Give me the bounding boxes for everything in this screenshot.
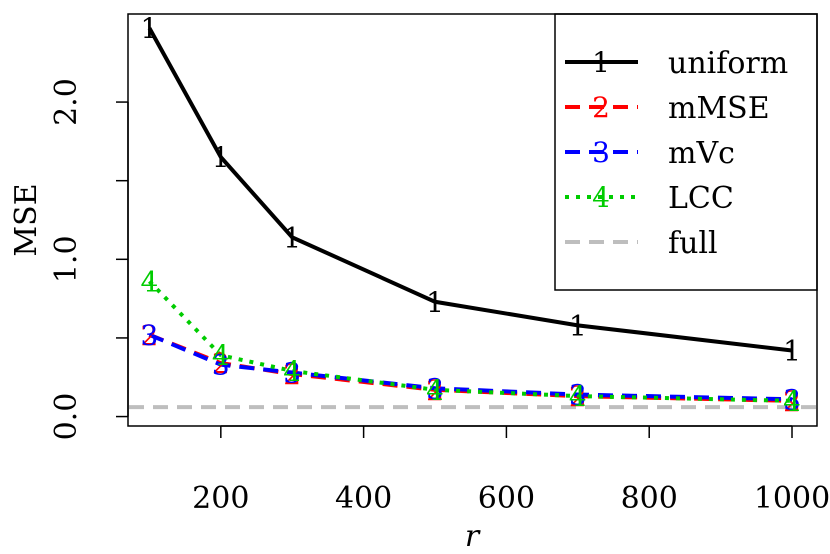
data-marker-LCC: 4 [569,380,587,413]
data-marker-mVc: 3 [569,379,587,412]
data-marker-LCC: 4 [283,355,301,388]
legend-label-mMSE: mMSE [668,91,770,126]
y-tick-label: 0.0 [49,393,84,441]
data-marker-mMSE: 2 [283,358,301,391]
legend-marker-LCC: 4 [592,181,610,214]
data-marker-LCC: 4 [783,385,801,418]
x-tick-label: 400 [335,481,392,516]
series-line-LCC [147,279,793,403]
x-tick-label: 200 [192,481,249,516]
legend-marker-mVc: 3 [592,136,610,169]
data-marker-LCC: 4 [141,265,159,298]
data-marker-mVc: 3 [283,357,301,390]
legend-marker-uniform: 1 [592,46,610,79]
legend: 1 uniform 2 mMSE 3 mVc 4 LCC full [554,13,818,291]
data-marker-uniform: 1 [212,141,230,174]
x-axis-label: r [465,519,481,554]
legend-box [554,13,818,291]
y-axis-label: MSE [9,183,44,256]
data-marker-uniform: 1 [426,286,444,319]
data-marker-mMSE: 2 [569,380,587,413]
data-marker-mMSE: 2 [212,347,230,380]
x-tick-label: 1000 [754,481,830,516]
data-marker-LCC: 4 [212,339,230,372]
data-marker-uniform: 1 [783,335,801,368]
data-marker-mVc: 3 [426,372,444,405]
data-marker-mMSE: 2 [141,319,159,352]
data-marker-uniform: 1 [569,309,587,342]
data-marker-uniform: 1 [141,12,159,45]
axes: 200 400 600 800 1000 0.0 1.0 2.0 [49,78,830,516]
data-marker-mMSE: 2 [783,385,801,418]
y-tick-label: 1.0 [49,235,84,283]
data-marker-mVc: 3 [783,383,801,416]
data-marker-LCC: 4 [426,374,444,407]
series-line-mVc [148,332,793,402]
series-line-uniform [147,27,793,353]
y-tick-label: 2.0 [49,78,84,126]
legend-label-LCC: LCC [668,181,734,216]
x-tick-label: 600 [478,481,535,516]
legend-label-mVc: mVc [668,136,735,171]
data-marker-mVc: 3 [212,349,230,382]
legend-marker-mMSE: 2 [592,91,610,124]
legend-label-full: full [668,226,718,261]
data-marker-uniform: 1 [283,221,301,254]
data-marker-mMSE: 2 [426,374,444,407]
x-tick-label: 800 [621,481,678,516]
legend-label-uniform: uniform [668,46,788,81]
data-marker-mVc: 3 [141,319,159,352]
